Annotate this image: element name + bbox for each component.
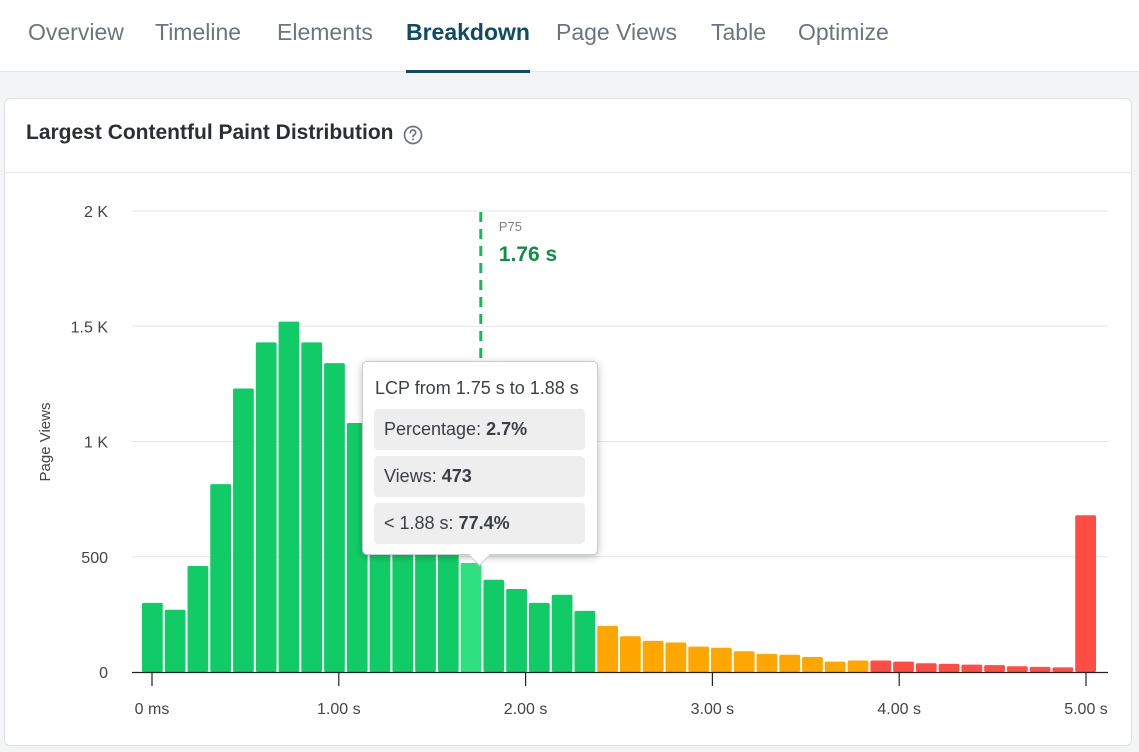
histogram-bar	[1052, 667, 1074, 672]
chart-axes: 0 500 1 K 1.5 K 2 K Page Views 0 ms 1.00 s 2.00 …	[37, 204, 1108, 718]
histogram-bar	[915, 663, 937, 672]
tab-page-views[interactable]: Page Views	[556, 19, 678, 45]
y-tick-label: 2 K	[84, 204, 108, 221]
tab-bar: Overview Timeline Elements Breakdown Pag…	[0, 0, 1139, 73]
histogram-bar	[1075, 515, 1096, 672]
y-tick-label: 1 K	[84, 435, 108, 452]
tab-overview[interactable]: Overview	[28, 19, 124, 45]
histogram-bar	[301, 342, 323, 672]
histogram-bar	[597, 625, 618, 672]
histogram-bar	[278, 321, 300, 672]
chart-gridlines	[132, 210, 1108, 558]
help-icon[interactable]	[402, 124, 424, 146]
tooltip-cumulative-label: < 1.88 s:	[384, 513, 459, 533]
histogram-bar	[1006, 666, 1028, 672]
x-tick-label: 0 ms	[135, 701, 170, 718]
histogram-bar	[233, 388, 254, 672]
p75-value: 1.76 s	[499, 243, 557, 266]
histogram-bar	[1029, 666, 1051, 672]
histogram-bar	[642, 640, 664, 672]
x-tick-label: 1.00 s	[317, 701, 361, 718]
bar-tooltip: LCP from 1.75 s to 1.88 s Percentage: 2.…	[362, 361, 598, 555]
x-tick-label: 5.00 s	[1064, 701, 1108, 718]
y-axis-label: Page Views	[37, 403, 54, 482]
histogram-bar	[870, 660, 892, 672]
tooltip-percentage-value: 2.7%	[486, 419, 528, 439]
histogram-bar	[187, 565, 209, 672]
tooltip-title: LCP from 1.75 s to 1.88 s	[375, 378, 579, 398]
y-tick-label: 0	[99, 665, 108, 682]
tab-optimize[interactable]: Optimize	[798, 19, 889, 45]
histogram-bar	[779, 654, 801, 672]
histogram-bar	[324, 363, 345, 672]
tab-table[interactable]: Table	[711, 19, 766, 45]
histogram-bar	[711, 647, 732, 672]
y-tick-label: 1.5 K	[71, 319, 109, 336]
tooltip-cumulative-row: < 1.88 s: 77.4%	[374, 503, 585, 544]
tooltip-views-label: Views:	[384, 466, 442, 486]
x-tick-label: 3.00 s	[691, 701, 735, 718]
histogram-bar	[620, 636, 641, 672]
histogram-bar	[984, 665, 1005, 672]
tooltip-views-value: 473	[441, 466, 472, 486]
tooltip-percentage-row: Percentage: 2.7%	[374, 409, 585, 450]
histogram-bar	[483, 579, 505, 672]
tab-elements[interactable]: Elements	[277, 19, 373, 45]
histogram-bar	[210, 484, 232, 672]
card-title: Largest Contentful Paint Distribution	[26, 121, 394, 144]
tab-timeline[interactable]: Timeline	[155, 19, 242, 45]
histogram-bar	[506, 589, 527, 672]
chart-bars	[142, 321, 1096, 672]
histogram-bar	[574, 610, 596, 672]
histogram-bar	[802, 657, 823, 672]
histogram-bar	[688, 646, 710, 672]
histogram-bar	[961, 664, 983, 672]
histogram-bar	[255, 342, 277, 672]
tab-breakdown[interactable]: Breakdown	[406, 0, 530, 73]
histogram-bar	[824, 661, 846, 672]
histogram-bar	[938, 663, 960, 672]
histogram-bar	[893, 661, 914, 672]
histogram-bar	[460, 562, 482, 672]
p75-label: P75	[499, 219, 522, 234]
histogram-bar	[733, 651, 755, 672]
histogram-bar	[142, 602, 163, 672]
histogram-bar	[756, 654, 778, 672]
histogram-bar	[164, 609, 186, 672]
histogram-bar	[528, 602, 550, 672]
histogram-bar	[437, 538, 459, 672]
tooltip-cumulative-value: 77.4%	[458, 513, 510, 533]
histogram-bar	[665, 642, 687, 672]
x-tick-label: 4.00 s	[877, 701, 921, 718]
tooltip-views-row: Views: 473	[374, 456, 585, 497]
x-tick-label: 2.00 s	[504, 701, 548, 718]
card-header: Largest Contentful Paint Distribution	[5, 99, 1131, 173]
histogram-bar	[551, 594, 573, 672]
y-tick-label: 500	[81, 550, 108, 567]
tooltip-percentage-label: Percentage:	[384, 419, 487, 439]
histogram-bar	[847, 660, 869, 672]
